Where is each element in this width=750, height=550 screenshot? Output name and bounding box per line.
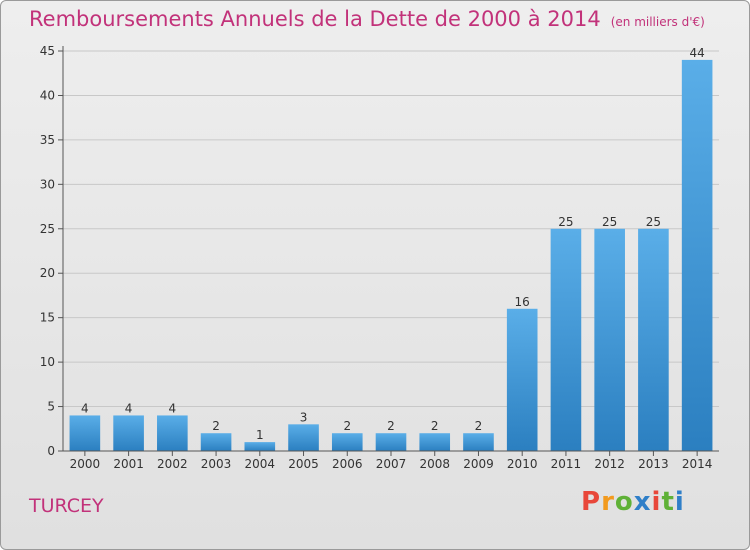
y-tick-label: 5 — [47, 400, 55, 414]
x-tick-label: 2010 — [507, 457, 538, 471]
bar-2013 — [638, 228, 669, 451]
logo-letter: x — [633, 487, 652, 517]
bar-2006 — [331, 433, 363, 451]
logo-letter: o — [614, 487, 634, 517]
bar-2009 — [463, 433, 494, 451]
logo-letter: P — [581, 487, 602, 517]
y-tick-label: 20 — [40, 266, 55, 280]
y-tick-label: 10 — [40, 355, 55, 369]
data-label: 2 — [431, 419, 439, 433]
data-label: 2 — [475, 419, 483, 433]
x-tick-label: 2011 — [551, 457, 582, 471]
x-tick-label: 2008 — [419, 457, 450, 471]
chart-subtitle: (en milliers d'€) — [610, 15, 705, 29]
x-tick-label: 2005 — [288, 457, 319, 471]
data-label: 2 — [212, 419, 220, 433]
data-label: 2 — [343, 419, 351, 433]
x-tick-label: 2013 — [638, 457, 669, 471]
bar-2008 — [419, 433, 451, 451]
bar-2003 — [200, 433, 232, 451]
bar-2004 — [244, 442, 276, 451]
data-label: 44 — [689, 46, 704, 60]
data-label: 25 — [602, 215, 617, 229]
data-label: 25 — [646, 215, 661, 229]
bar-2007 — [375, 433, 407, 451]
data-label: 4 — [81, 401, 89, 415]
y-tick-label: 30 — [40, 177, 55, 191]
x-tick-label: 2001 — [113, 457, 144, 471]
bar-2012 — [594, 228, 625, 451]
bar-2010 — [506, 308, 538, 451]
bar-2011 — [550, 228, 582, 451]
x-tick-label: 2007 — [376, 457, 407, 471]
bar-2002 — [157, 415, 188, 451]
y-tick-label: 15 — [40, 311, 55, 325]
town-name: TURCEY — [29, 495, 104, 517]
data-label: 3 — [300, 410, 308, 424]
data-label: 4 — [169, 401, 177, 415]
data-label: 4 — [125, 401, 133, 415]
y-tick-label: 45 — [40, 44, 55, 58]
proxiti-logo: Proxiti — [581, 487, 685, 517]
y-tick-label: 0 — [47, 444, 55, 458]
x-tick-label: 2000 — [70, 457, 101, 471]
data-label: 25 — [558, 215, 573, 229]
y-tick-label: 25 — [40, 222, 55, 236]
logo-letter: t — [661, 487, 675, 517]
bar-2014 — [681, 59, 713, 452]
chart-title: Remboursements Annuels de la Dette de 20… — [29, 7, 601, 31]
data-label: 1 — [256, 428, 264, 442]
bar-2005 — [288, 424, 319, 451]
data-label: 2 — [387, 419, 395, 433]
x-tick-label: 2004 — [245, 457, 276, 471]
bar-2001 — [113, 415, 144, 451]
x-tick-label: 2012 — [594, 457, 625, 471]
x-tick-label: 2006 — [332, 457, 363, 471]
x-tick-label: 2009 — [463, 457, 494, 471]
bar-2000 — [69, 415, 101, 451]
y-tick-label: 40 — [40, 88, 55, 102]
x-tick-label: 2003 — [201, 457, 232, 471]
logo-letter: i — [674, 487, 685, 517]
data-label: 16 — [515, 295, 530, 309]
y-tick-label: 35 — [40, 133, 55, 147]
chart-title-block: Remboursements Annuels de la Dette de 20… — [29, 7, 705, 31]
logo-letter: i — [651, 487, 662, 517]
x-tick-label: 2002 — [157, 457, 188, 471]
x-tick-label: 2014 — [682, 457, 713, 471]
logo-letter: r — [601, 487, 615, 517]
